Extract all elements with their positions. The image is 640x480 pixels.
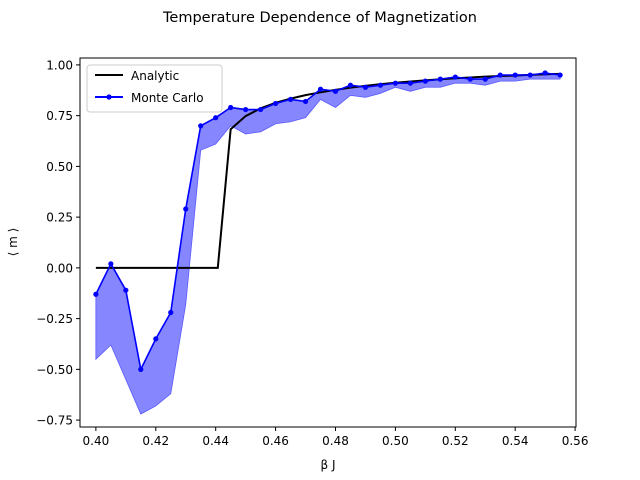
monte-carlo-point <box>153 336 159 342</box>
legend-analytic-label: Analytic <box>131 69 179 83</box>
monte-carlo-point <box>407 80 413 86</box>
monte-carlo-point <box>168 309 174 316</box>
monte-carlo-point <box>482 76 488 82</box>
y-tick-label: 0.25 <box>46 211 73 225</box>
legend: Analytic Monte Carlo <box>86 64 223 113</box>
legend-monte-carlo-marker <box>106 94 112 100</box>
x-axis-ticks: 0.40 0.42 0.44 0.46 0.48 0.50 0.52 0.54 0.56 <box>83 427 589 448</box>
monte-carlo-point <box>437 76 443 82</box>
monte-carlo-uncertainty-band <box>95 72 561 415</box>
monte-carlo-point <box>362 84 369 90</box>
x-tick-label: 0.52 <box>442 434 469 448</box>
monte-carlo-point <box>422 78 428 84</box>
monte-carlo-point <box>512 72 518 78</box>
monte-carlo-point <box>287 96 294 103</box>
y-axis-label: ⟨ m ⟩ <box>6 228 20 257</box>
monte-carlo-point <box>467 76 473 82</box>
y-tick-label: −0.50 <box>36 363 73 377</box>
x-tick-label: 0.56 <box>562 434 589 448</box>
monte-carlo-point <box>228 104 234 111</box>
monte-carlo-point <box>527 72 533 78</box>
x-tick-label: 0.46 <box>262 434 289 448</box>
monte-carlo-point <box>183 206 189 212</box>
monte-carlo-point <box>557 72 563 78</box>
monte-carlo-point <box>497 72 503 78</box>
monte-carlo-point <box>123 287 129 293</box>
y-tick-label: −0.75 <box>36 414 73 428</box>
monte-carlo-point <box>452 74 458 80</box>
x-axis-label: β J <box>320 458 335 472</box>
monte-carlo-point <box>108 261 114 267</box>
y-tick-label: 0.75 <box>46 109 73 123</box>
monte-carlo-point <box>542 70 548 76</box>
monte-carlo-point <box>213 115 219 121</box>
monte-carlo-point <box>258 106 264 113</box>
legend-monte-carlo-label: Monte Carlo <box>131 91 204 105</box>
x-tick-label: 0.40 <box>83 434 110 448</box>
x-tick-label: 0.44 <box>202 434 229 448</box>
monte-carlo-point <box>243 106 249 113</box>
y-tick-label: −0.25 <box>36 312 73 326</box>
monte-carlo-point <box>332 88 339 94</box>
monte-carlo-point <box>93 291 99 297</box>
monte-carlo-point <box>272 100 279 107</box>
monte-carlo-point <box>198 123 204 129</box>
monte-carlo-point <box>317 86 324 92</box>
y-tick-label: 0.00 <box>46 261 73 275</box>
monte-carlo-point <box>377 82 384 88</box>
plot-area <box>93 70 563 415</box>
x-tick-label: 0.48 <box>322 434 349 448</box>
y-tick-label: 0.50 <box>46 160 73 174</box>
x-tick-label: 0.54 <box>502 434 529 448</box>
axes-frame <box>79 57 577 428</box>
x-tick-label: 0.42 <box>142 434 169 448</box>
monte-carlo-point <box>138 366 144 372</box>
y-axis-ticks: −0.75 −0.50 −0.25 0.00 0.25 0.50 0.75 1.00 <box>36 58 80 428</box>
legend-box <box>86 64 223 113</box>
monte-carlo-point <box>302 98 309 105</box>
monte-carlo-point <box>347 82 354 88</box>
x-tick-label: 0.50 <box>382 434 409 448</box>
y-tick-label: 1.00 <box>46 58 73 72</box>
chart-title: Temperature Dependence of Magnetization <box>162 10 477 26</box>
monte-carlo-point <box>392 80 398 86</box>
